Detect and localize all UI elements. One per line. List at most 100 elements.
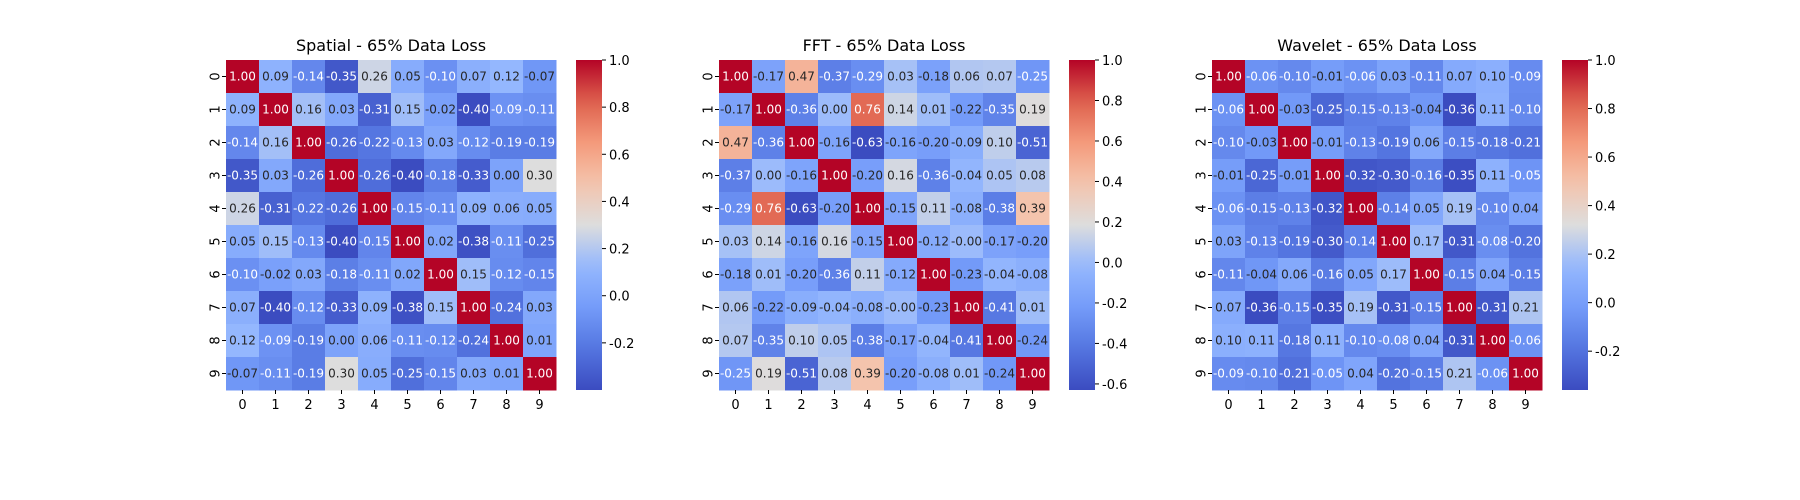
heatmap-cell [1476,192,1510,226]
x-tick-label: 8 [995,398,1003,413]
chart-title: FFT - 65% Data Loss [803,36,966,55]
cell-value-label: -0.13 [1345,136,1376,150]
y-tick-label: 7 [702,303,717,311]
cell-value-label: 0.11 [1248,334,1275,348]
cell-value-label: -0.11 [425,202,456,216]
heatmap-cell [424,258,458,292]
y-tick-label: 6 [209,270,224,278]
heatmap-cell [983,357,1017,391]
heatmap-cell [1212,357,1246,391]
heatmap-cell [292,192,326,226]
cell-value-label: -0.13 [1279,202,1310,216]
colorbar-tick-label: -0.6 [1102,378,1127,393]
cell-value-label: -0.32 [1312,202,1343,216]
y-tick-label: 3 [1195,171,1210,179]
heatmap-cell [490,60,524,94]
heatmap-cell [818,357,852,391]
heatmap-cell [391,324,425,358]
heatmap-cell [983,324,1017,358]
heatmap-cell [1278,159,1312,193]
cell-value-label: -0.63 [786,202,817,216]
x-tick-label: 4 [370,398,378,413]
heatmap-cell [490,291,524,325]
cell-value-label: -0.19 [293,367,324,381]
heatmap-cell [1377,159,1411,193]
x-tick-label: 8 [502,398,510,413]
heatmap-cell [1377,291,1411,325]
cell-value-label: -0.38 [984,202,1015,216]
cell-value-label: -0.09 [1213,367,1244,381]
cell-value-label: -0.25 [720,367,751,381]
heatmap-cell [325,258,359,292]
heatmap-cell [1311,93,1345,127]
cell-value-label: -0.14 [1378,202,1409,216]
cell-value-label: 0.19 [755,367,782,381]
x-tick-label: 3 [830,398,838,413]
cell-value-label: 0.30 [526,169,553,183]
heatmap-cell [950,93,984,127]
cell-value-label: -0.22 [753,301,784,315]
cell-value-label: 0.00 [493,169,520,183]
y-tick-label: 1 [702,105,717,113]
heatmap-cell [1509,258,1543,292]
cell-value-label: -0.20 [918,136,949,150]
cell-value-label: 0.16 [821,235,848,249]
cell-value-label: -0.15 [852,235,883,249]
x-tick-label: 2 [797,398,805,413]
cell-value-label: -0.17 [720,103,751,117]
heatmap-cell [950,324,984,358]
heatmap-cell [1212,126,1246,160]
cell-value-label: 0.07 [460,70,487,84]
heatmap-cell [1212,291,1246,325]
heatmap-cell [884,258,918,292]
heatmap-cell [851,159,885,193]
y-tick-label: 2 [1195,138,1210,146]
cell-value-label: 0.15 [427,301,454,315]
colorbar-tick-label: 0.0 [1595,297,1616,312]
cell-value-label: -0.13 [1246,235,1277,249]
heatmap-cell [950,192,984,226]
cell-value-label: 0.06 [953,70,980,84]
cell-value-label: -0.12 [425,334,456,348]
heatmap-cell [1278,324,1312,358]
cell-value-label: 0.19 [1446,202,1473,216]
heatmap-cell [983,225,1017,259]
cell-value-label: 1.00 [986,334,1013,348]
cell-value-label: -0.14 [227,136,258,150]
cell-value-label: -0.15 [359,235,390,249]
cell-value-label: 0.09 [460,202,487,216]
heatmap-cell [523,291,557,325]
y-tick-label: 4 [702,204,717,212]
heatmap-cell [424,291,458,325]
y-tick-label: 0 [209,72,224,80]
heatmap-cell [1476,60,1510,94]
heatmap-cell [391,258,425,292]
cell-value-label: -0.02 [425,103,456,117]
y-tick-label: 2 [702,138,717,146]
cell-value-label: -0.16 [786,235,817,249]
heatmap-cell [1245,159,1279,193]
cell-value-label: 0.01 [526,334,553,348]
heatmap-cell [1377,258,1411,292]
heatmap-cell [818,258,852,292]
heatmap-cell [752,357,786,391]
cell-value-label: -0.20 [1378,367,1409,381]
heatmap-cell [752,159,786,193]
colorbar-tick-label: 0.8 [609,101,630,116]
heatmap-cell [358,192,392,226]
heatmap-cell [457,258,491,292]
heatmap-cell [457,126,491,160]
heatmap-cell [325,192,359,226]
colorbar-tick-label: 1.0 [1102,54,1123,69]
heatmap-cell [424,93,458,127]
heatmap-cell [457,291,491,325]
y-tick-label: 8 [702,336,717,344]
cell-value-label: 0.04 [1512,202,1539,216]
heatmap-cell [1278,192,1312,226]
x-tick-label: 0 [731,398,739,413]
heatmap-cell [1278,60,1312,94]
heatmap-cell [917,324,951,358]
cell-value-label: -0.02 [260,268,291,282]
cell-value-label: -0.18 [720,268,751,282]
cell-value-label: 0.03 [722,235,749,249]
